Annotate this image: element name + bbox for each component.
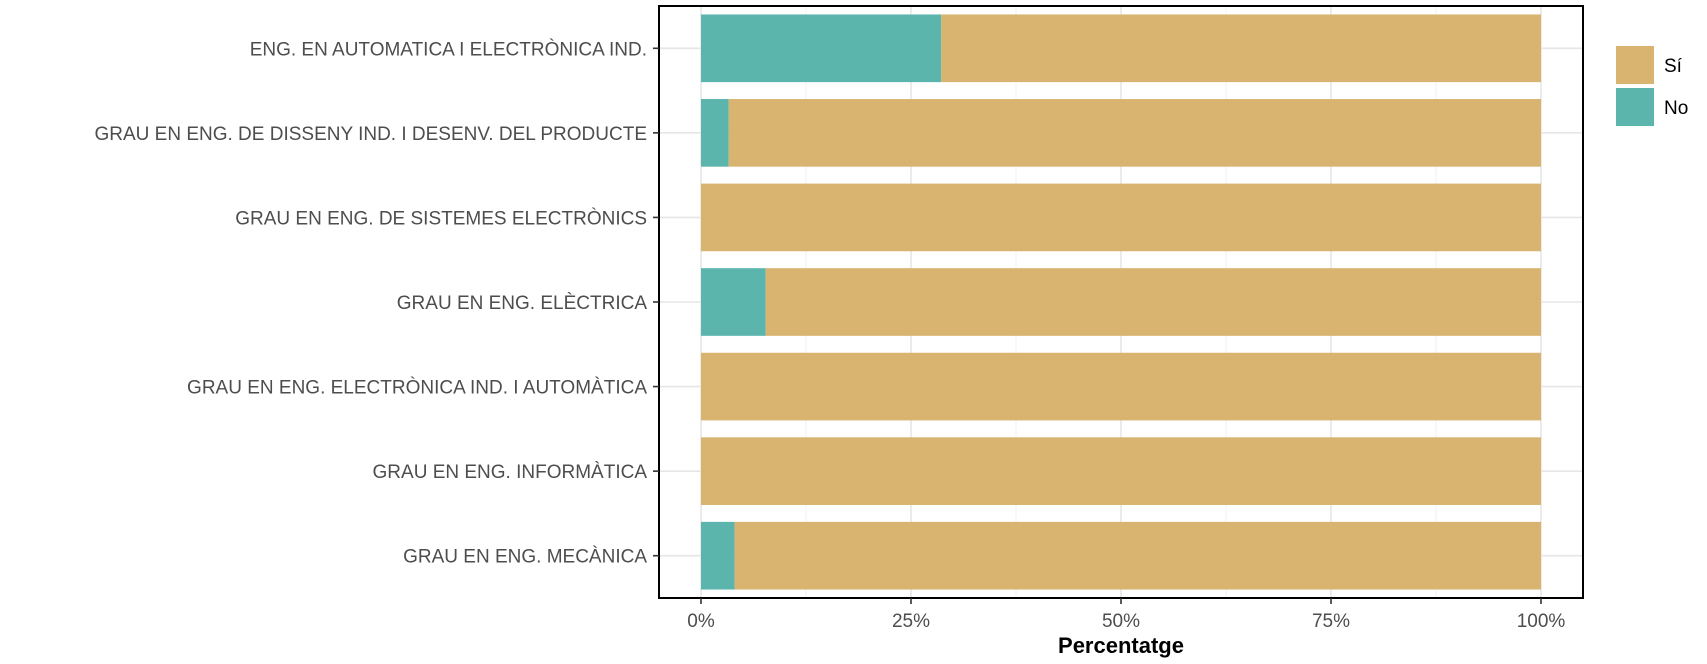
legend-key-no <box>1616 88 1654 126</box>
bar-si <box>701 352 1541 421</box>
y-tick-label: GRAU EN ENG. MECÀNICA <box>403 547 647 568</box>
x-tick-label: 100% <box>1517 611 1566 632</box>
axis-layer: ENG. EN AUTOMATICA I ELECTRÒNICA IND. GRA… <box>94 38 1565 632</box>
x-tick-label: 75% <box>1312 611 1350 632</box>
bar-si <box>728 99 1541 167</box>
legend-label: Sí <box>1664 56 1683 77</box>
bar-no <box>701 521 735 590</box>
y-tick-label: GRAU EN ENG. ELECTRÒNICA IND. I AUTOMÀTI… <box>187 377 647 399</box>
bar-no <box>701 268 766 336</box>
bar-si <box>941 14 1541 83</box>
x-tick-label: 0% <box>687 611 715 632</box>
y-tick-label: GRAU EN ENG. DE DISSENY IND. I DESENV. D… <box>94 124 647 145</box>
bar-si <box>765 268 1541 336</box>
x-axis-title: Percentatge <box>1058 633 1184 658</box>
bar-layer <box>701 14 1541 590</box>
y-tick-label: ENG. EN AUTOMATICA I ELECTRÒNICA IND. <box>250 38 647 60</box>
legend-label: No <box>1664 98 1688 119</box>
legend-key-si <box>1616 46 1654 84</box>
bar-si <box>734 521 1541 590</box>
bar-si <box>701 437 1541 505</box>
x-tick-label: 25% <box>892 611 930 632</box>
bar-no <box>701 99 729 167</box>
bar-si <box>701 183 1541 252</box>
y-tick-label: GRAU EN ENG. DE SISTEMES ELECTRÒNICS <box>235 207 647 229</box>
y-tick-label: GRAU EN ENG. INFORMÀTICA <box>373 462 648 483</box>
bar-no <box>701 14 942 83</box>
y-tick-label: GRAU EN ENG. ELÈCTRICA <box>397 293 648 314</box>
legend: Sí No <box>1616 46 1688 126</box>
x-tick-label: 50% <box>1102 611 1140 632</box>
